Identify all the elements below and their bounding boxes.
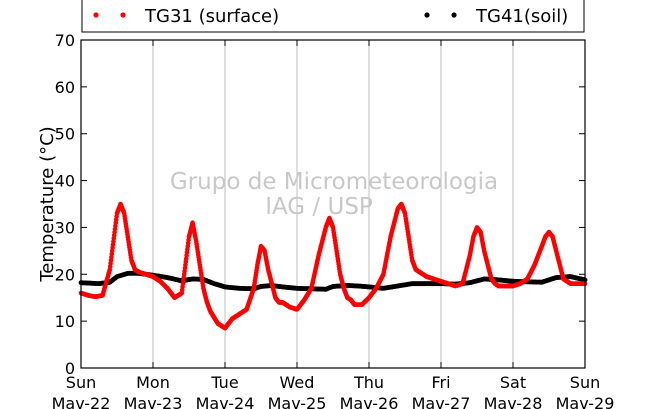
y-axis: 0 10 20 30 40 50 60 70 (55, 31, 585, 378)
x-tick-label-day: Sat (500, 373, 526, 392)
y-tick-label: 40 (55, 172, 75, 191)
x-tick-label-date: Mav-27 (412, 394, 471, 409)
legend-label-tg41: TG41(soil) (475, 6, 568, 27)
x-axis: Sun Mav-22 Mon Mav-23 Tue Mav-24 Wed Mav-25 Thu M… (52, 40, 615, 409)
x-tick-label-date: Mav-23 (124, 394, 183, 409)
watermark: Grupo de Micrometeorologia IAG / USP (170, 169, 498, 220)
x-tick-label-day: Wed (280, 373, 315, 392)
x-tick-label-date: Mav-29 (556, 394, 615, 409)
x-tick-label-day: Tue (210, 373, 238, 392)
series-tg31-surface (78, 201, 588, 331)
y-tick-label: 0 (65, 359, 75, 378)
legend-box (81, 0, 585, 33)
x-tick-label-date: Mav-28 (484, 394, 543, 409)
x-tick-label-date: Mav-24 (196, 394, 255, 409)
x-tick-label-day: Sun (570, 373, 600, 392)
series-tg41-soil (78, 270, 588, 292)
y-tick-label: 60 (55, 78, 75, 97)
vertical-gridlines (152, 40, 514, 368)
y-tick-label: 30 (55, 218, 75, 237)
x-tick-label-date: Mav-25 (268, 394, 327, 409)
legend-marker-tg41 (424, 12, 430, 18)
legend-marker-tg41 (451, 12, 457, 18)
legend: TG31 (surface) TG41(soil) (81, 0, 585, 33)
x-tick-label-date: Mav-26 (340, 394, 399, 409)
legend-label-tg31: TG31 (surface) (144, 6, 279, 27)
x-tick-label-date: Mav-22 (52, 394, 111, 409)
watermark-line-2: IAG / USP (265, 194, 373, 220)
y-tick-label: 50 (55, 125, 75, 144)
y-tick-label: 70 (55, 31, 75, 50)
x-tick-label-day: Fri (431, 373, 450, 392)
plot-area-frame (80, 39, 586, 369)
legend-marker-tg31 (120, 12, 126, 18)
watermark-line-1: Grupo de Micrometeorologia (170, 169, 498, 195)
x-tick-label-day: Sun (66, 373, 96, 392)
y-tick-label: 20 (55, 265, 75, 284)
x-tick-label-day: Thu (353, 373, 384, 392)
y-axis-label: Temperature (°C) (37, 126, 58, 282)
x-tick-label-day: Mon (136, 373, 170, 392)
y-tick-label: 10 (55, 312, 75, 331)
legend-marker-tg31 (93, 12, 99, 18)
